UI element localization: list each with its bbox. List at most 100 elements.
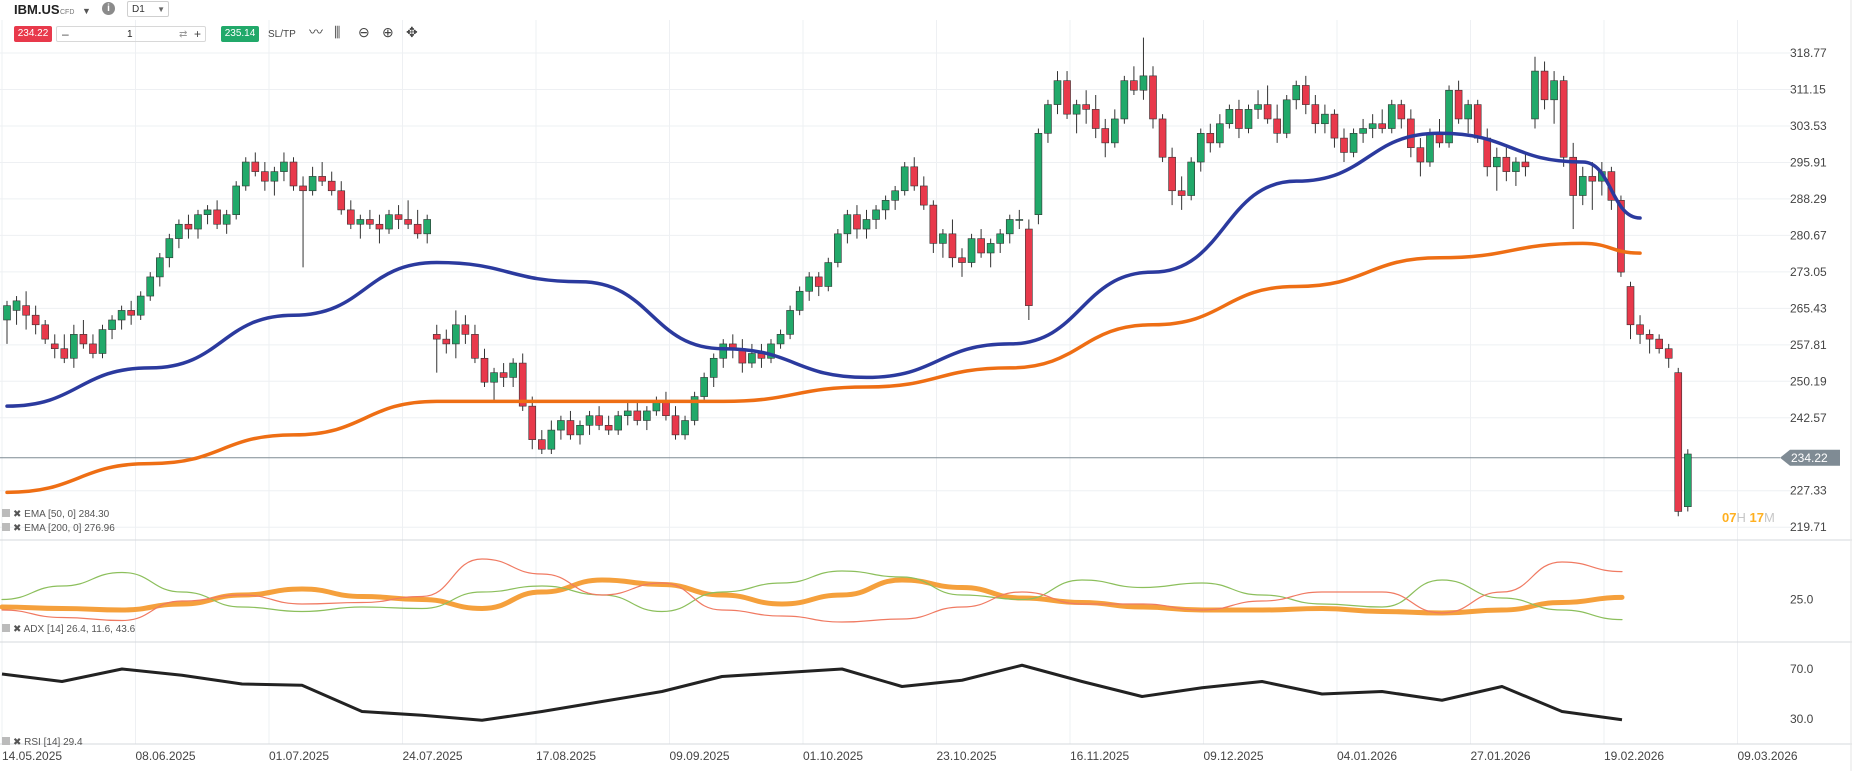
candle-body xyxy=(1225,109,1234,125)
candle-body xyxy=(213,209,221,225)
candle-body xyxy=(251,161,260,172)
zoom-out-icon[interactable]: ⊖ xyxy=(358,24,370,40)
candle-body xyxy=(337,190,346,211)
swap-icon[interactable]: ⇄ xyxy=(179,29,188,40)
candle-body xyxy=(1330,113,1339,139)
candle-body xyxy=(203,209,212,215)
candle-body xyxy=(70,334,78,359)
candle-body xyxy=(719,343,728,359)
candle-body xyxy=(1053,80,1062,105)
candle-body xyxy=(1626,286,1635,326)
y-tick-label: 250.19 xyxy=(1790,374,1827,388)
quantity-stepper[interactable]: – 1 ⇄ + xyxy=(56,26,206,42)
symbol-name[interactable]: IBM.US xyxy=(14,2,60,17)
candle-body xyxy=(1349,133,1358,153)
candle-body xyxy=(1359,128,1367,134)
candle-body xyxy=(690,396,699,421)
candle-body xyxy=(662,401,670,417)
y-tick-label: 265.43 xyxy=(1790,301,1827,315)
ema50-legend: ✖ EMA [50, 0] 284.30 xyxy=(13,509,110,520)
candle-body xyxy=(1340,137,1348,153)
y-tick-label: 219.71 xyxy=(1790,520,1827,534)
x-tick-label: 01.07.2025 xyxy=(269,749,329,763)
candle-body xyxy=(184,223,193,230)
candle-body xyxy=(346,209,355,225)
y-tick-label: 280.67 xyxy=(1790,228,1827,242)
candle-body xyxy=(595,415,603,426)
line-chart-icon[interactable]: 〰 xyxy=(309,24,323,40)
candle-body xyxy=(270,171,279,182)
timeframe-select[interactable]: D1 ▼ xyxy=(127,1,169,17)
quantity-input[interactable]: 1 xyxy=(127,29,133,40)
candle-body xyxy=(194,214,202,230)
x-tick-label: 23.10.2025 xyxy=(937,749,997,763)
candle-body xyxy=(1655,338,1663,350)
candle-body xyxy=(1005,219,1014,235)
candle-body xyxy=(461,324,470,335)
sltp-button[interactable]: SL/TP xyxy=(268,29,296,40)
countdown-hours-unit: H xyxy=(1736,510,1746,525)
countdown-hours: 07 xyxy=(1722,510,1737,525)
candle-body xyxy=(1292,85,1301,101)
increase-button[interactable]: + xyxy=(194,27,202,41)
candle-body xyxy=(910,166,919,187)
candle-body xyxy=(175,223,183,239)
current-price-label: 234.22 xyxy=(1791,451,1828,465)
candle-body xyxy=(1311,104,1320,125)
candle-body xyxy=(528,405,537,440)
candle-body xyxy=(967,238,976,263)
y-tick-label: 318.77 xyxy=(1790,46,1827,60)
y-tick-label: 257.81 xyxy=(1790,338,1827,352)
candle-body xyxy=(289,161,298,187)
candle-body xyxy=(452,324,460,345)
x-tick-label: 14.05.2025 xyxy=(2,749,62,763)
zoom-in-icon[interactable]: ⊕ xyxy=(382,24,394,40)
candle-body xyxy=(614,415,623,431)
x-tick-label: 04.01.2026 xyxy=(1337,749,1397,763)
buy-button[interactable]: 235.14 xyxy=(221,26,259,42)
y-tick-label: 311.15 xyxy=(1790,83,1826,97)
x-tick-label: 16.11.2025 xyxy=(1070,749,1129,763)
info-icon[interactable]: i xyxy=(102,2,115,15)
decrease-button[interactable]: – xyxy=(62,27,69,41)
candle-body xyxy=(1645,334,1654,340)
candle-body xyxy=(776,334,785,345)
candle-body xyxy=(681,420,689,436)
candle-body xyxy=(919,185,928,206)
candle-body xyxy=(786,310,794,335)
candle-body xyxy=(900,166,909,192)
candle-body xyxy=(490,372,498,383)
candle-body xyxy=(12,300,21,311)
candle-body xyxy=(939,233,947,244)
current-price-badge xyxy=(1780,449,1840,466)
indicator-legend-icon xyxy=(2,509,10,517)
candle-body xyxy=(1493,156,1501,168)
instrument-type-label: CFD xyxy=(60,9,75,16)
adx-tick-label: 25.0 xyxy=(1790,593,1814,607)
timeframe-value: D1 xyxy=(132,4,145,15)
candle-body xyxy=(1111,118,1119,144)
candle-body xyxy=(1206,133,1215,144)
candle-body xyxy=(566,420,575,436)
candle-body xyxy=(518,362,527,407)
candle-body xyxy=(891,190,899,201)
candle-body xyxy=(1120,80,1129,120)
candle-body xyxy=(1426,133,1434,163)
candle-body xyxy=(1072,104,1081,115)
candles-icon[interactable]: ⫼ xyxy=(334,24,341,40)
symbol-dropdown-icon[interactable]: ▼ xyxy=(82,6,91,16)
crosshair-icon[interactable]: ✥ xyxy=(406,24,418,40)
candle-body xyxy=(1445,89,1453,144)
candle-body xyxy=(1302,85,1310,105)
candle-body xyxy=(1263,104,1272,120)
candle-body xyxy=(1273,118,1281,134)
candle-body xyxy=(604,424,613,431)
candle-body xyxy=(1177,190,1186,196)
candle-body xyxy=(1216,123,1224,144)
candle-body xyxy=(299,185,307,192)
sell-button[interactable]: 234.22 xyxy=(14,26,52,42)
rsi-line xyxy=(1,663,1623,722)
candle-body xyxy=(700,377,708,397)
x-tick-label: 09.12.2025 xyxy=(1204,749,1264,763)
